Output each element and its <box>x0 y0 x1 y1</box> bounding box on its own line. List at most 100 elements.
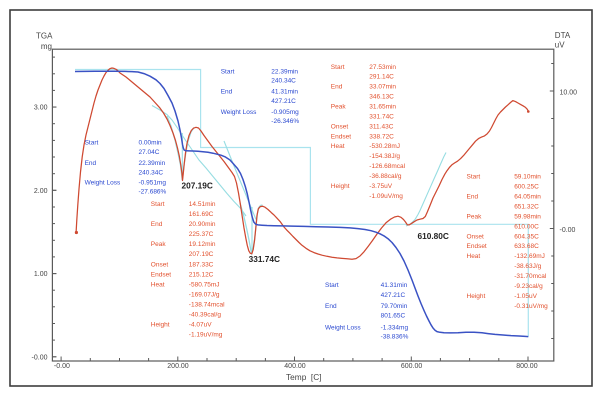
svg-text:0.00min: 0.00min <box>139 139 163 146</box>
svg-text:-0.905mg: -0.905mg <box>271 109 299 116</box>
svg-text:207.19C: 207.19C <box>189 251 214 258</box>
svg-text:-40.39cal/g: -40.39cal/g <box>189 312 222 319</box>
svg-text:-132.69mJ: -132.69mJ <box>514 253 545 260</box>
svg-text:22.39min: 22.39min <box>139 160 166 167</box>
svg-text:-36.88cal/g: -36.88cal/g <box>369 173 402 180</box>
svg-text:20.90min: 20.90min <box>189 221 216 228</box>
svg-text:Onset: Onset <box>331 123 349 130</box>
svg-text:-1.334mg: -1.334mg <box>381 324 409 331</box>
svg-text:59.98min: 59.98min <box>514 213 541 220</box>
svg-text:Heat: Heat <box>467 253 481 260</box>
svg-text:Peak: Peak <box>151 241 167 248</box>
svg-text:79.70min: 79.70min <box>381 303 408 310</box>
svg-text:Temp [C]: Temp [C] <box>286 372 322 382</box>
svg-text:22.39min: 22.39min <box>271 68 298 75</box>
svg-text:338.72C: 338.72C <box>369 133 394 140</box>
svg-text:2.00: 2.00 <box>34 188 48 195</box>
svg-text:311.43C: 311.43C <box>369 123 393 130</box>
svg-text:207.19C: 207.19C <box>182 181 213 191</box>
svg-text:800.00: 800.00 <box>516 363 538 370</box>
svg-text:mg: mg <box>41 42 52 51</box>
svg-text:59.10min: 59.10min <box>514 174 541 181</box>
svg-text:240.34C: 240.34C <box>139 169 164 176</box>
svg-text:Height: Height <box>467 293 486 300</box>
svg-text:-580.75mJ: -580.75mJ <box>189 281 220 288</box>
svg-text:600.00: 600.00 <box>401 363 423 370</box>
svg-text:Peak: Peak <box>331 104 347 111</box>
svg-text:Start: Start <box>331 64 345 71</box>
svg-text:-1.09uV/mg: -1.09uV/mg <box>369 193 403 200</box>
svg-text:-0.00: -0.00 <box>32 354 48 361</box>
svg-text:End: End <box>85 160 97 167</box>
svg-text:Start: Start <box>151 201 165 208</box>
svg-text:291.14C: 291.14C <box>369 74 394 81</box>
svg-text:64.05min: 64.05min <box>514 194 541 201</box>
svg-text:Onset: Onset <box>467 233 485 240</box>
svg-text:14.51min: 14.51min <box>189 201 216 208</box>
svg-text:346.13C: 346.13C <box>369 94 394 101</box>
svg-text:-154.38J/g: -154.38J/g <box>369 153 400 160</box>
svg-text:600.25C: 600.25C <box>514 184 539 191</box>
svg-text:Start: Start <box>325 282 339 289</box>
svg-text:-0.00: -0.00 <box>54 363 70 370</box>
svg-text:Start: Start <box>221 68 235 75</box>
svg-text:-27.686%: -27.686% <box>139 188 167 195</box>
svg-text:31.65min: 31.65min <box>369 104 396 111</box>
svg-text:400.00: 400.00 <box>284 363 306 370</box>
svg-text:Start: Start <box>85 139 99 146</box>
svg-text:331.74C: 331.74C <box>369 114 394 121</box>
svg-text:225.37C: 225.37C <box>189 231 214 238</box>
svg-text:-26.346%: -26.346% <box>271 118 299 125</box>
svg-text:33.07min: 33.07min <box>369 84 396 91</box>
svg-text:DTA: DTA <box>555 31 571 40</box>
svg-text:427.21C: 427.21C <box>381 292 406 299</box>
svg-text:-1.19uV/mg: -1.19uV/mg <box>189 332 223 339</box>
svg-text:Endset: Endset <box>467 243 487 250</box>
svg-text:604.35C: 604.35C <box>514 233 539 240</box>
svg-text:End: End <box>221 88 233 95</box>
svg-text:-126.68mcal: -126.68mcal <box>369 163 405 170</box>
svg-text:27.53min: 27.53min <box>369 64 396 71</box>
svg-text:427.21C: 427.21C <box>271 98 296 105</box>
svg-text:TGA: TGA <box>36 32 53 41</box>
svg-text:Peak: Peak <box>467 213 483 220</box>
svg-text:-138.74mcal: -138.74mcal <box>189 302 225 309</box>
svg-text:27.04C: 27.04C <box>139 149 160 156</box>
svg-text:Endset: Endset <box>151 271 171 278</box>
svg-text:3.00: 3.00 <box>34 105 48 112</box>
svg-text:-31.70mcal: -31.70mcal <box>514 273 547 280</box>
svg-text:187.33C: 187.33C <box>189 261 214 268</box>
svg-text:End: End <box>467 194 479 201</box>
svg-text:Height: Height <box>331 183 350 190</box>
svg-text:10.00: 10.00 <box>560 90 578 97</box>
svg-text:610.00C: 610.00C <box>514 223 539 230</box>
svg-text:240.34C: 240.34C <box>271 77 296 84</box>
svg-text:Height: Height <box>151 322 170 329</box>
svg-text:End: End <box>325 303 337 310</box>
svg-text:-0.31uV/mg: -0.31uV/mg <box>514 303 548 310</box>
svg-text:19.12min: 19.12min <box>189 241 216 248</box>
svg-text:End: End <box>151 221 163 228</box>
svg-text:1.00: 1.00 <box>34 271 48 278</box>
svg-text:Weight Loss: Weight Loss <box>85 179 121 186</box>
svg-text:161.69C: 161.69C <box>189 211 214 218</box>
svg-text:-38.836%: -38.836% <box>381 333 409 340</box>
svg-text:Start: Start <box>467 174 481 181</box>
svg-text:41.31min: 41.31min <box>381 282 408 289</box>
svg-text:-1.05uV: -1.05uV <box>514 293 537 300</box>
svg-text:-0.951mg: -0.951mg <box>139 179 167 186</box>
svg-text:-9.23cal/g: -9.23cal/g <box>514 283 543 290</box>
svg-text:Heat: Heat <box>151 281 165 288</box>
svg-text:215.12C: 215.12C <box>189 271 214 278</box>
svg-text:-530.28mJ: -530.28mJ <box>369 143 400 150</box>
svg-text:uV: uV <box>555 41 565 50</box>
svg-text:633.68C: 633.68C <box>514 243 539 250</box>
svg-text:-4.07uV: -4.07uV <box>189 322 212 329</box>
svg-text:200.00: 200.00 <box>167 363 189 370</box>
svg-text:610.80C: 610.80C <box>418 231 449 241</box>
svg-text:Endset: Endset <box>331 133 351 140</box>
svg-text:-3.75uV: -3.75uV <box>369 183 392 190</box>
svg-text:41.31min: 41.31min <box>271 88 298 95</box>
svg-text:-0.00: -0.00 <box>560 227 576 234</box>
svg-text:End: End <box>331 84 343 91</box>
